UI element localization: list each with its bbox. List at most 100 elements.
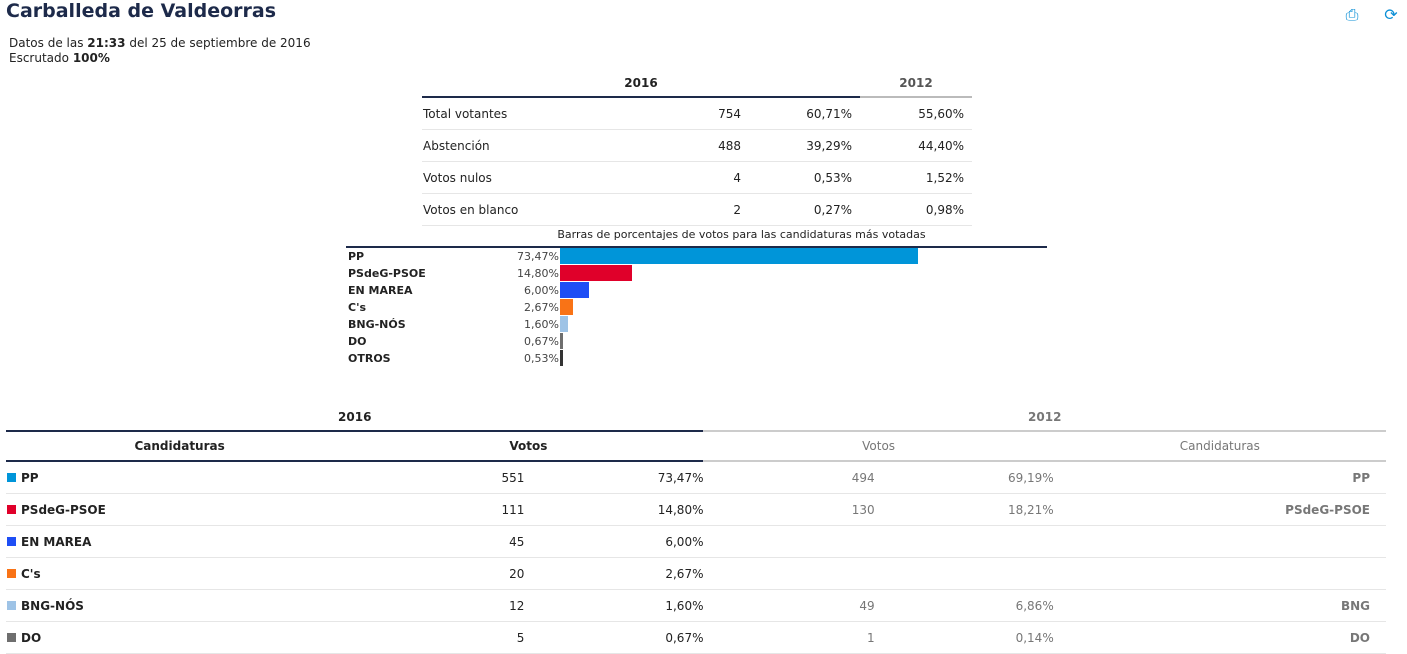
summary-row: Total votantes 754 60,71% 55,60% [422,97,972,130]
prev-party-name [1053,525,1386,558]
bar-label: DO [348,335,367,348]
party-color-swatch [7,504,16,514]
summary-year-current: 2016 [422,70,860,98]
results-year-current: 2016 [6,404,704,432]
pct: 6,00% [532,525,704,558]
summary-pct: 0,53% [741,161,860,194]
page-title: Carballeda de Valdeorras [6,0,277,22]
party-name: PP [21,470,39,485]
party-name: PSdeG-PSOE [21,502,106,517]
prev-votes: 49 [703,589,883,622]
info-prefix: Datos de las [9,36,84,50]
results-row: C's 20 2,67% [6,557,1386,590]
bar-value-label: 6,00% [524,284,559,297]
col-votos: Votos [353,431,704,462]
party-color-swatch [7,632,16,642]
prev-pct: 0,14% [882,621,1054,654]
chart-row: PSdeG-PSOE 14,80% [346,265,1047,282]
bar-label: BNG-NÓS [348,318,406,331]
prev-votes [703,557,883,590]
bar [560,282,590,298]
prev-party-name [1053,557,1386,590]
chart-title: Barras de porcentajes de votos para las … [557,228,926,241]
bar-label: C's [348,301,366,314]
bar-value-label: 0,53% [524,352,559,365]
prev-pct: 6,86% [882,589,1054,622]
bar [560,248,918,264]
prev-votes: 1 [703,621,883,654]
party-color-swatch [7,600,16,610]
summary-table: 2016 2012 Total votantes 754 60,71% 55,6… [422,70,972,226]
summary-row: Votos nulos 4 0,53% 1,52% [422,161,972,194]
scrutiny-value: 100% [72,51,110,65]
pct: 1,60% [532,589,704,622]
prev-votes: 130 [703,493,883,526]
col-candidaturas-prev: Candidaturas [1053,431,1386,462]
summary-row: Votos en blanco 2 0,27% 0,98% [422,193,972,226]
party-name: EN MAREA [21,534,92,549]
summary-votes: 488 [640,129,741,162]
votes: 45 [353,525,533,558]
prev-party-name: BNG [1053,589,1386,622]
summary-prev-pct: 1,52% [860,161,972,194]
votes: 111 [353,493,533,526]
pct: 73,47% [532,461,704,494]
print-icon[interactable]: ⎙ [1345,5,1359,24]
pct: 14,80% [532,493,704,526]
summary-pct: 60,71% [741,97,860,130]
summary-votes: 754 [640,97,741,130]
chart-divider [346,246,1047,248]
votes: 551 [353,461,533,494]
results-row: PSdeG-PSOE 111 14,80% 130 18,21% PSdeG-P… [6,493,1386,526]
results-row: PP 551 73,47% 494 69,19% PP [6,461,1386,494]
prev-pct [882,525,1054,558]
prev-votes: 494 [703,461,883,494]
bar [560,350,563,366]
summary-row: Abstención 488 39,29% 44,40% [422,129,972,162]
bar-value-label: 0,67% [524,335,559,348]
party-color-swatch [7,472,16,482]
scrutiny-label: Escrutado [9,51,69,65]
votes: 20 [353,557,533,590]
prev-party-name: PSdeG-PSOE [1053,493,1386,526]
bar-value-label: 2,67% [524,301,559,314]
prev-party-name: PP [1053,461,1386,494]
summary-label: Votos en blanco [422,193,640,226]
results-table: 2016 2012 Candidaturas Votos Votos Candi… [6,404,1386,654]
bar-label: OTROS [348,352,391,365]
prev-votes [703,525,883,558]
chart-row: OTROS 0,53% [346,350,1047,367]
summary-label: Votos nulos [422,161,640,194]
summary-prev-pct: 0,98% [860,193,972,226]
chart-row: C's 2,67% [346,299,1047,316]
party-color-swatch [7,536,16,546]
summary-votes: 2 [640,193,741,226]
prev-pct: 69,19% [882,461,1054,494]
pct: 2,67% [532,557,704,590]
chart-row: DO 0,67% [346,333,1047,350]
results-row: DO 5 0,67% 1 0,14% DO [6,621,1386,654]
chart-row: EN MAREA 6,00% [346,282,1047,299]
votes: 5 [353,621,533,654]
summary-prev-pct: 55,60% [860,97,972,130]
chart-row: PP 73,47% [346,248,1047,265]
party-name: BNG-NÓS [21,598,84,613]
bar-label: PP [348,250,365,263]
bar [560,299,573,315]
results-row: BNG-NÓS 12 1,60% 49 6,86% BNG [6,589,1386,622]
col-candidaturas: Candidaturas [6,431,354,462]
bar-value-label: 1,60% [524,318,559,331]
data-info: Datos de las 21:33 del 25 de septiembre … [9,36,311,66]
bar-label: PSdeG-PSOE [348,267,426,280]
summary-prev-pct: 44,40% [860,129,972,162]
chart-row: BNG-NÓS 1,60% [346,316,1047,333]
results-year-previous: 2012 [703,404,1386,432]
info-time: 21:33 [87,36,126,50]
refresh-icon[interactable]: ⟳ [1384,5,1398,24]
results-row: EN MAREA 45 6,00% [6,525,1386,558]
party-color-swatch [7,568,16,578]
bar-value-label: 14,80% [517,267,559,280]
info-date: del 25 de septiembre de 2016 [129,36,311,50]
summary-pct: 39,29% [741,129,860,162]
bar [560,333,564,349]
